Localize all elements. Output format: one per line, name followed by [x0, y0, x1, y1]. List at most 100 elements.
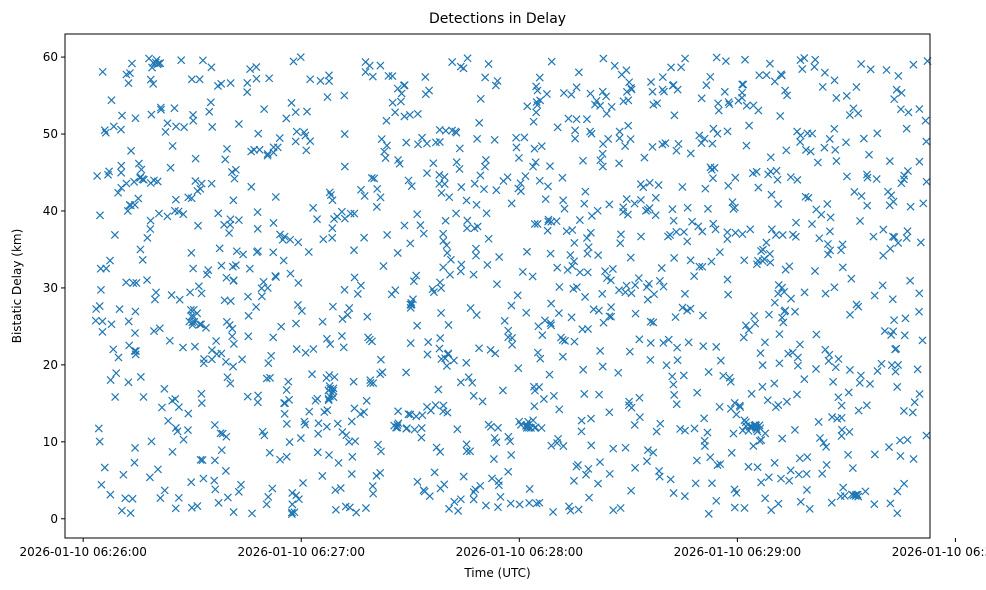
scatter-point — [439, 229, 448, 238]
scatter-point — [507, 450, 516, 459]
scatter-point — [246, 65, 255, 74]
scatter-point — [94, 424, 103, 433]
scatter-point — [269, 333, 278, 342]
scatter-point — [803, 129, 812, 138]
scatter-point — [445, 270, 455, 279]
scatter-point — [425, 86, 434, 95]
scatter-point — [514, 364, 523, 373]
scatter-point — [794, 470, 803, 479]
scatter-point — [125, 200, 134, 210]
scatter-point — [555, 282, 564, 292]
scatter-point — [581, 470, 591, 479]
scatter-point — [778, 313, 787, 322]
scatter-point — [730, 503, 739, 512]
scatter-point — [614, 368, 623, 377]
scatter-point — [812, 205, 821, 214]
scatter-point — [760, 338, 769, 347]
scatter-point — [836, 492, 845, 501]
scatter-point — [893, 487, 902, 496]
scatter-point — [624, 96, 633, 105]
scatter-point — [490, 433, 499, 443]
scatter-point — [825, 227, 834, 236]
scatter-point — [439, 263, 448, 272]
scatter-point — [793, 390, 802, 399]
scatter-point — [903, 227, 912, 236]
scatter-point — [668, 205, 677, 214]
scatter-point — [535, 498, 544, 507]
scatter-point — [583, 268, 592, 277]
scatter-point — [512, 133, 521, 142]
scatter-point — [899, 406, 908, 415]
scatter-point — [462, 447, 471, 456]
scatter-point — [598, 149, 607, 158]
scatter-point — [294, 495, 303, 504]
scatter-point — [616, 230, 625, 239]
scatter-point — [170, 206, 179, 215]
plot-area-frame — [64, 33, 931, 539]
x-tick-label: 2026-01-10 06:29:00 — [674, 545, 801, 559]
scatter-point — [812, 330, 821, 339]
scatter-point — [703, 204, 712, 213]
x-axis-label: Time (UTC) — [463, 566, 530, 580]
scatter-point — [414, 140, 423, 149]
scatter-point — [536, 354, 545, 363]
scatter-point — [558, 335, 567, 345]
scatter-point — [452, 158, 461, 167]
scatter-point — [900, 331, 909, 340]
scatter-point — [796, 56, 805, 65]
scatter-point — [402, 424, 411, 433]
scatter-point — [532, 499, 541, 508]
scatter-point — [906, 202, 915, 211]
scatter-point — [625, 397, 634, 406]
scatter-point — [109, 122, 118, 131]
scatter-point — [619, 207, 628, 216]
scatter-point — [884, 187, 893, 196]
scatter-point — [679, 227, 688, 237]
scatter-point — [153, 465, 162, 474]
scatter-point — [245, 264, 254, 273]
scatter-point — [668, 372, 677, 381]
scatter-point — [243, 78, 252, 87]
scatter-point — [160, 384, 169, 393]
scatter-point — [708, 139, 717, 148]
scatter-point — [744, 462, 753, 471]
scatter-point — [713, 129, 722, 138]
scatter-point — [96, 264, 105, 273]
scatter-point — [107, 96, 116, 105]
scatter-point — [221, 155, 230, 164]
scatter-point — [174, 403, 183, 412]
scatter-point — [313, 394, 322, 403]
scatter-point — [366, 376, 375, 385]
scatter-point — [400, 221, 409, 230]
scatter-point — [278, 235, 287, 244]
scatter-point — [845, 365, 854, 374]
scatter-point — [362, 396, 371, 405]
scatter-point — [143, 276, 152, 285]
x-tick-label: 2026-01-10 06:28:00 — [456, 545, 583, 559]
scatter-point — [492, 280, 502, 289]
scatter-point — [165, 336, 174, 345]
scatter-point — [845, 111, 854, 120]
scatter-point — [471, 251, 481, 260]
scatter-point — [708, 174, 717, 183]
scatter-point — [635, 335, 644, 344]
scatter-point — [631, 463, 640, 472]
scatter-point — [416, 221, 425, 230]
scatter-point — [336, 484, 345, 493]
scatter-point — [193, 186, 202, 195]
scatter-point — [656, 419, 665, 428]
scatter-point — [784, 349, 793, 358]
scatter-point — [146, 75, 155, 84]
scatter-point — [818, 469, 827, 478]
scatter-point — [396, 97, 405, 106]
scatter-point — [418, 133, 427, 142]
scatter-point — [98, 67, 107, 76]
scatter-point — [265, 448, 274, 457]
scatter-point — [635, 413, 644, 422]
scatter-point — [781, 86, 790, 95]
scatter-point — [504, 326, 513, 335]
scatter-point — [608, 264, 617, 273]
scatter-point — [277, 322, 286, 331]
scatter-point — [350, 404, 359, 413]
scatter-point — [430, 468, 439, 477]
